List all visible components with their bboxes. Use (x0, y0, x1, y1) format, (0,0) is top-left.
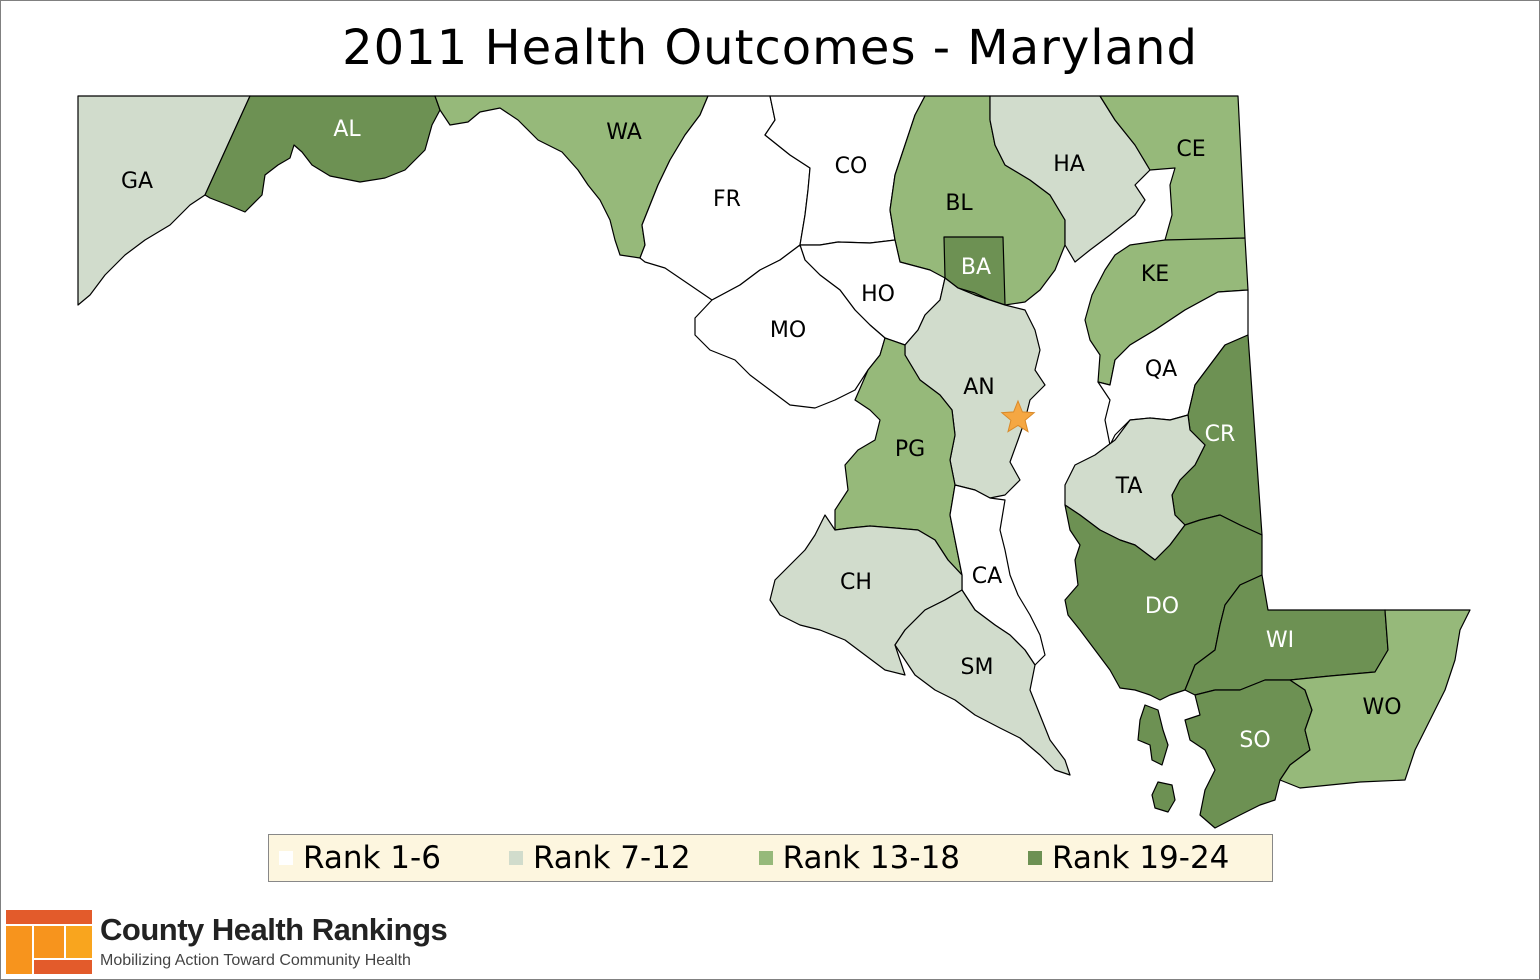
county-label-CE: CE (1176, 137, 1205, 162)
county-AL (204, 95, 441, 213)
legend-label: Rank 19-24 (1052, 840, 1230, 876)
county-health-rankings-logo (6, 910, 92, 974)
county-label-SM: SM (961, 655, 994, 680)
legend-swatch (508, 851, 523, 865)
county-label-FR: FR (713, 187, 741, 212)
county-label-MO: MO (770, 318, 806, 343)
county-label-AN: AN (963, 375, 995, 400)
map-title: 2011 Health Outcomes - Maryland (342, 20, 1198, 76)
county-label-QA: QA (1145, 357, 1177, 382)
legend-label: Rank 1-6 (303, 840, 441, 876)
county-SO (1184, 679, 1313, 829)
legend-item-rank-13-18: Rank 13-18 (758, 840, 961, 876)
county-label-CR: CR (1205, 422, 1236, 447)
county-SM (894, 589, 1071, 776)
county-label-WO: WO (1362, 695, 1401, 720)
county-DO (1137, 704, 1169, 766)
legend-swatch (279, 851, 293, 865)
county-label-PG: PG (895, 437, 925, 462)
legend-swatch (1028, 851, 1043, 865)
legend-label: Rank 13-18 (782, 840, 961, 876)
county-label-HO: HO (861, 282, 895, 307)
star-icon (1000, 399, 1036, 433)
legend-item-rank-7-12: Rank 7-12 (508, 840, 691, 876)
county-SO (1151, 781, 1176, 813)
legend-label: Rank 7-12 (532, 840, 691, 876)
county-label-CA: CA (972, 564, 1002, 589)
county-label-BL: BL (945, 191, 973, 216)
county-label-SO: SO (1239, 728, 1270, 753)
county-label-WI: WI (1266, 628, 1294, 653)
county-label-KE: KE (1141, 262, 1169, 287)
county-label-BA: BA (961, 255, 991, 280)
county-CE (1099, 95, 1246, 241)
county-label-TA: TA (1115, 474, 1143, 499)
county-label-GA: GA (121, 169, 153, 194)
legend-swatch (758, 851, 773, 865)
county-label-DO: DO (1145, 594, 1179, 619)
county-WO (1279, 609, 1471, 789)
county-label-HA: HA (1053, 152, 1085, 177)
brand-name: County Health Rankings (100, 912, 448, 947)
county-label-CO: CO (835, 154, 868, 179)
county-label-CH: CH (840, 570, 872, 595)
legend-item-rank-1-6: Rank 1-6 (279, 840, 441, 876)
county-label-WA: WA (606, 120, 642, 145)
maryland-map: GA AL WA FR CO BL HA CE BA KE HO MO AN QA PG CR TA CA CH DO… (77, 95, 1471, 829)
legend: Rank 1-6 Rank 7-12 Rank 13-18 Rank 19-24 (268, 834, 1273, 882)
brand-tagline: Mobilizing Action Toward Community Healt… (100, 952, 411, 969)
county-CH (769, 514, 963, 676)
legend-item-rank-19-24: Rank 19-24 (1028, 840, 1229, 876)
county-label-AL: AL (333, 117, 361, 142)
